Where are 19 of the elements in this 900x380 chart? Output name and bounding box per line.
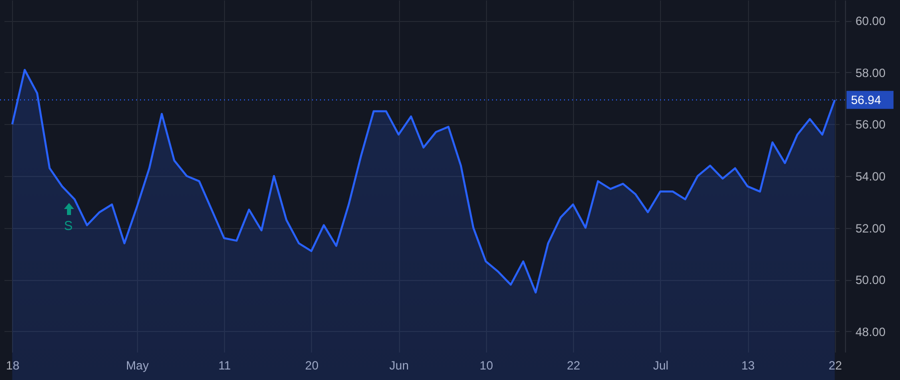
y-tick-label: 56.00 <box>856 118 886 132</box>
x-tick-label: 11 <box>218 358 232 372</box>
x-tick-label: Jul <box>653 358 668 372</box>
y-tick-label: 58.00 <box>856 66 886 80</box>
x-tick-label: 22 <box>828 358 842 372</box>
y-tick-label: 50.00 <box>856 273 886 288</box>
y-tick-label: 48.00 <box>856 324 886 339</box>
x-tick-label: 18 <box>6 358 20 372</box>
x-tick-label: 10 <box>480 358 494 372</box>
ref-line-label: 56.94 <box>851 92 882 107</box>
x-tick-label: 20 <box>305 358 319 372</box>
x-tick-label: 22 <box>566 358 581 372</box>
y-tick-label: 60.00 <box>856 14 886 28</box>
annotation: S <box>64 218 73 233</box>
x-tick-label: Jun <box>389 358 409 372</box>
y-tick-label: 54.00 <box>856 170 886 184</box>
y-tick-label: 52.00 <box>856 221 886 236</box>
x-tick-label: May <box>126 358 149 372</box>
x-tick-label: 13 <box>741 358 756 372</box>
